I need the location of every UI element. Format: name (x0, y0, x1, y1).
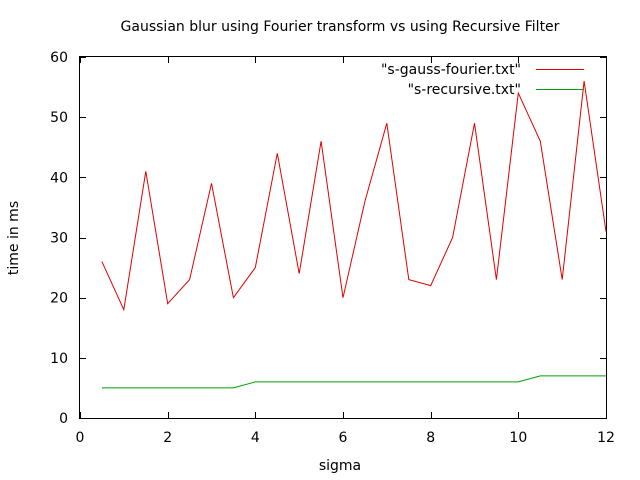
legend-label-1: "s-gauss-fourier.txt" (381, 62, 521, 78)
y-tick-label: 0 (59, 411, 68, 427)
x-axis-label: sigma (319, 458, 361, 474)
y-axis: 0 10 20 30 40 50 60 (50, 50, 606, 427)
y-tick-label: 20 (50, 291, 68, 307)
x-tick-label: 12 (597, 430, 615, 446)
plot-frame (79, 56, 607, 419)
y-tick-label: 40 (50, 170, 68, 186)
series-line-1 (101, 81, 607, 312)
y-axis-label: time in ms (6, 201, 22, 275)
y-tick-label: 60 (50, 50, 68, 66)
y-tick-label: 10 (50, 351, 68, 367)
x-tick-label: 2 (163, 430, 172, 446)
legend: "s-gauss-fourier.txt" "s-recursive.txt" (381, 62, 584, 98)
legend-label-2: "s-recursive.txt" (408, 82, 521, 98)
x-tick-label: 6 (339, 430, 348, 446)
x-tick-label: 8 (426, 430, 435, 446)
x-tick-label: 10 (509, 430, 527, 446)
series-lines (101, 81, 607, 389)
y-tick-label: 50 (50, 110, 68, 126)
x-tick-label: 0 (76, 430, 85, 446)
x-axis: 0 2 4 6 8 10 12 (76, 57, 615, 446)
series-line-2 (101, 375, 606, 389)
chart-title: Gaussian blur using Fourier transform vs… (121, 19, 560, 35)
y-tick-label: 30 (50, 231, 68, 247)
x-tick-label: 4 (251, 430, 260, 446)
